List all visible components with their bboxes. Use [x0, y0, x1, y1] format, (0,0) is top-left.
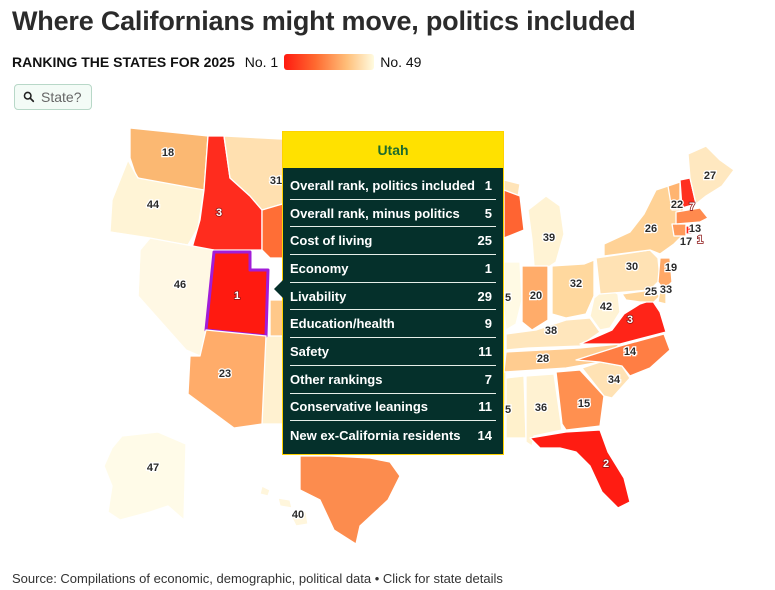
tooltip-state-name: Utah [283, 132, 503, 168]
state-ms[interactable] [505, 375, 527, 439]
tooltip-pointer [274, 280, 283, 298]
state-pa[interactable] [595, 249, 661, 295]
state-hi[interactable] [259, 485, 309, 527]
rank-label-ri: 1 [697, 234, 703, 246]
state-ak[interactable] [103, 431, 187, 521]
state-ct[interactable] [671, 223, 687, 237]
metric-row: Safety 11 [290, 338, 496, 366]
metric-label: Economy [290, 260, 349, 276]
metric-label: New ex-California residents [290, 427, 461, 443]
legend-heading: RANKING THE STATES FOR 2025 [12, 54, 235, 70]
metric-label: Livability [290, 288, 347, 304]
state-il[interactable] [503, 261, 523, 331]
state-vt[interactable] [667, 181, 681, 211]
metric-value: 29 [477, 288, 492, 304]
state-search-input[interactable] [41, 89, 91, 105]
metric-value: 11 [478, 399, 492, 415]
state-oh[interactable] [551, 259, 595, 319]
metric-row: Overall rank, minus politics 5 [290, 200, 496, 228]
state-az[interactable] [187, 329, 267, 429]
metric-row: Cost of living 25 [290, 227, 496, 256]
metric-row: Conservative leanings 11 [290, 394, 496, 422]
state-ut[interactable] [204, 250, 270, 338]
state-nj[interactable] [657, 257, 673, 291]
state-in[interactable] [521, 265, 549, 331]
state-mi[interactable] [527, 195, 565, 271]
state-al[interactable] [525, 373, 563, 447]
state-de[interactable] [657, 289, 667, 305]
metric-label: Conservative leanings [290, 399, 428, 415]
metric-label: Safety [290, 343, 330, 359]
metric-label: Education/health [290, 316, 395, 332]
metric-value: 9 [484, 316, 492, 332]
metric-label: Overall rank, minus politics [290, 205, 460, 221]
metric-row: Other rankings 7 [290, 366, 496, 394]
metric-value: 1 [484, 260, 492, 276]
legend-low-label: No. 1 [244, 54, 279, 70]
metric-value: 5 [484, 205, 492, 221]
source-note: Source: Compilations of economic, demogr… [12, 571, 503, 586]
metric-value: 11 [478, 343, 492, 359]
legend-gradient-bar [284, 54, 375, 70]
page-title: Where Californians might move, politics … [12, 6, 636, 36]
state-ga[interactable] [555, 369, 605, 431]
metric-value: 1 [484, 177, 492, 193]
metric-row: Overall rank, politics included 1 [290, 172, 496, 200]
state-ri[interactable] [685, 225, 693, 235]
metric-row: Livability 29 [290, 283, 496, 311]
metric-value: 7 [484, 371, 492, 387]
state-nc[interactable] [575, 333, 671, 377]
metric-value: 14 [477, 427, 492, 443]
state-ca[interactable] [107, 231, 187, 393]
color-legend: RANKING THE STATES FOR 2025 No. 1 No. 49 [12, 52, 421, 72]
state-fl[interactable] [529, 429, 631, 509]
tooltip-metrics: Overall rank, politics included 1 Overall… [283, 168, 503, 449]
state-ma[interactable] [675, 207, 709, 225]
metric-value: 25 [477, 233, 492, 249]
metric-row: Economy 1 [290, 255, 496, 283]
metric-row: New ex-California residents 14 [290, 421, 496, 449]
metric-label: Overall rank, politics included [290, 177, 475, 193]
state-md[interactable] [621, 289, 661, 303]
metric-row: Education/health 9 [290, 310, 496, 339]
state-search-box[interactable] [14, 84, 92, 110]
state-me[interactable] [687, 145, 735, 205]
metric-label: Other rankings [290, 371, 383, 387]
state-tooltip: Utah Overall rank, politics included 1 Ov… [274, 131, 504, 455]
state-or[interactable] [109, 159, 205, 246]
metric-label: Cost of living [290, 233, 373, 249]
legend-high-label: No. 49 [380, 54, 422, 70]
state-tx[interactable] [299, 455, 401, 545]
search-icon [23, 91, 35, 103]
rank-label-ma: 17 [680, 236, 692, 248]
state-ky[interactable] [505, 317, 601, 351]
state-wi[interactable] [503, 189, 525, 239]
